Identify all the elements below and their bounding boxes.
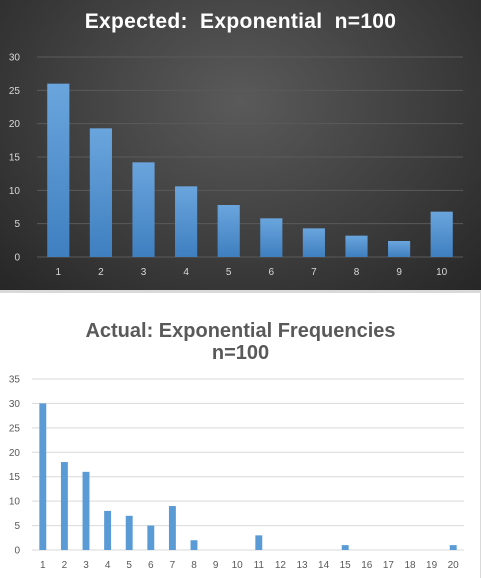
actual-x-tick-label: 6 bbox=[148, 560, 154, 571]
actual-x-tick-label: 14 bbox=[318, 560, 330, 571]
expected-bar bbox=[302, 228, 325, 257]
actual-x-tick-label: 16 bbox=[361, 560, 373, 571]
expected-bar bbox=[47, 83, 70, 258]
expected-bar bbox=[388, 241, 411, 257]
actual-bar bbox=[190, 540, 198, 550]
actual-chart-panel bbox=[0, 293, 481, 578]
chart-divider bbox=[0, 290, 481, 293]
expected-y-tick-label: 0 bbox=[14, 253, 20, 264]
expected-y-tick-label: 5 bbox=[14, 219, 20, 230]
expected-x-tick-label: 7 bbox=[311, 267, 317, 278]
actual-bar bbox=[341, 545, 349, 550]
expected-bar bbox=[175, 186, 198, 257]
actual-x-tick-label: 4 bbox=[105, 560, 111, 571]
actual-x-tick-label: 7 bbox=[170, 560, 176, 571]
expected-bar bbox=[132, 162, 155, 257]
expected-bar bbox=[260, 218, 283, 257]
actual-x-tick-label: 11 bbox=[254, 560, 265, 571]
actual-y-tick-label: 15 bbox=[9, 472, 21, 483]
actual-x-tick-label: 3 bbox=[83, 560, 89, 571]
actual-x-tick-label: 15 bbox=[340, 560, 352, 571]
expected-bar bbox=[89, 128, 112, 257]
actual-x-tick-label: 8 bbox=[191, 560, 197, 571]
actual-bar bbox=[147, 525, 155, 550]
actual-x-tick-label: 12 bbox=[275, 560, 287, 571]
expected-chart-title: Expected: Exponential n=100 bbox=[84, 10, 397, 33]
actual-x-tick-label: 19 bbox=[426, 560, 438, 571]
actual-x-tick-label: 10 bbox=[232, 560, 244, 571]
actual-y-tick-label: 0 bbox=[14, 546, 20, 557]
expected-x-tick-label: 5 bbox=[226, 267, 232, 278]
expected-x-tick-label: 3 bbox=[141, 267, 147, 278]
actual-bar bbox=[104, 510, 112, 550]
expected-bar bbox=[217, 205, 240, 257]
expected-x-tick-label: 2 bbox=[98, 267, 104, 278]
expected-bar bbox=[430, 211, 453, 257]
actual-chart-title: Actual: Exponential Frequencies bbox=[85, 320, 396, 342]
actual-y-tick-label: 25 bbox=[9, 423, 21, 434]
actual-bar bbox=[82, 471, 90, 550]
actual-bar bbox=[255, 535, 263, 550]
actual-x-tick-label: 2 bbox=[62, 560, 68, 571]
expected-x-tick-label: 1 bbox=[56, 267, 62, 278]
actual-y-tick-label: 10 bbox=[9, 497, 21, 508]
actual-bar bbox=[125, 515, 133, 550]
expected-y-tick-label: 25 bbox=[9, 86, 21, 97]
actual-x-tick-label: 20 bbox=[448, 560, 460, 571]
actual-bar bbox=[39, 403, 47, 550]
actual-chart-subtitle: n=100 bbox=[211, 342, 270, 364]
actual-y-tick-label: 35 bbox=[9, 375, 21, 386]
expected-x-tick-label: 6 bbox=[269, 267, 275, 278]
actual-x-tick-label: 18 bbox=[404, 560, 416, 571]
expected-x-tick-label: 4 bbox=[183, 267, 189, 278]
expected-x-tick-label: 9 bbox=[396, 267, 402, 278]
expected-y-tick-label: 15 bbox=[9, 153, 21, 164]
actual-x-tick-label: 1 bbox=[40, 560, 46, 571]
expected-x-tick-label: 8 bbox=[354, 267, 360, 278]
expected-bar bbox=[345, 235, 368, 257]
expected-y-tick-label: 20 bbox=[9, 119, 21, 130]
actual-x-tick-label: 9 bbox=[213, 560, 219, 571]
actual-y-tick-label: 30 bbox=[9, 399, 21, 410]
expected-y-tick-label: 10 bbox=[9, 186, 21, 197]
actual-x-tick-label: 5 bbox=[126, 560, 132, 571]
expected-y-tick-label: 30 bbox=[9, 53, 21, 64]
actual-x-tick-label: 13 bbox=[296, 560, 308, 571]
actual-y-tick-label: 5 bbox=[14, 521, 20, 532]
actual-bar bbox=[449, 545, 457, 550]
actual-y-tick-label: 20 bbox=[9, 448, 21, 459]
expected-x-tick-label: 10 bbox=[436, 267, 448, 278]
actual-bar bbox=[60, 462, 68, 550]
actual-x-tick-label: 17 bbox=[383, 560, 395, 571]
actual-bar bbox=[168, 506, 176, 550]
